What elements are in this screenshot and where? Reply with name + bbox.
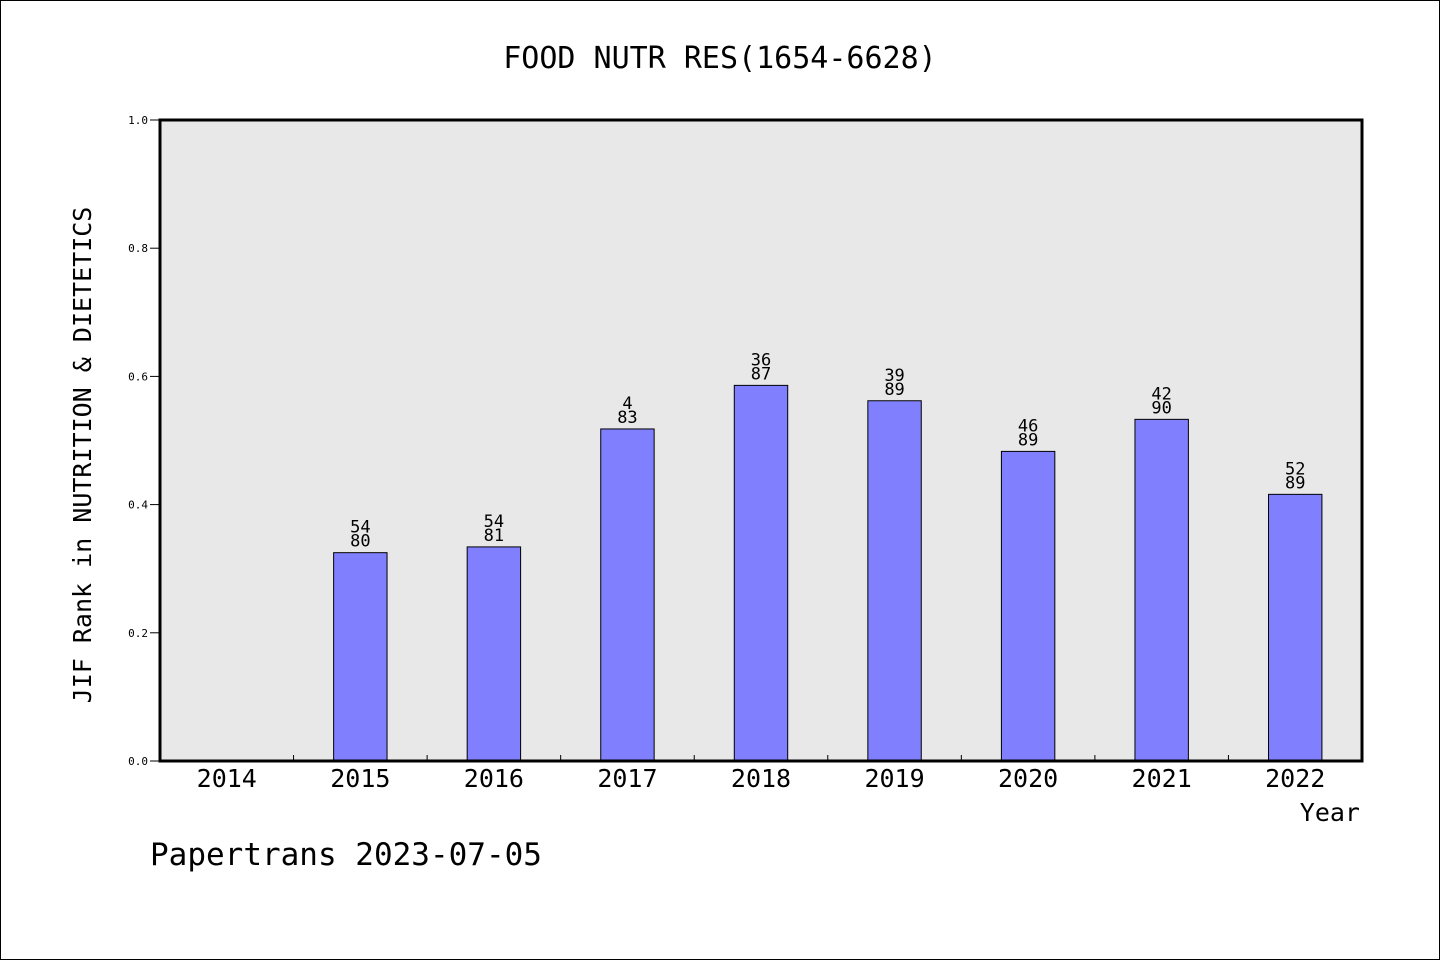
bar-label-rank-2016: 54 bbox=[484, 512, 504, 532]
x-axis-label: Year bbox=[1300, 798, 1360, 827]
bar-label-total-2016: 81 bbox=[484, 526, 504, 546]
bar-label-total-2015: 80 bbox=[350, 532, 370, 552]
bar-label-total-2019: 89 bbox=[884, 380, 904, 400]
bar-label-total-2017: 83 bbox=[617, 408, 637, 428]
bar-label-total-2018: 87 bbox=[751, 364, 771, 384]
plot-border bbox=[158, 118, 1364, 763]
y-tick-label-2: 0.4 bbox=[128, 499, 148, 512]
bar-2021 bbox=[1134, 418, 1189, 762]
bar-label-rank-2019: 39 bbox=[884, 366, 904, 386]
bar-label-total-2021: 90 bbox=[1151, 398, 1171, 418]
x-tick-label-2021: 2021 bbox=[1132, 764, 1192, 793]
x-tick-label-2022: 2022 bbox=[1265, 764, 1325, 793]
bar-2022 bbox=[1268, 493, 1323, 762]
footer-watermark: Papertrans 2023-07-05 bbox=[150, 837, 542, 873]
x-tick-label-2017: 2017 bbox=[597, 764, 657, 793]
bar-label-rank-2017: 4 bbox=[622, 394, 632, 414]
bar-2015 bbox=[333, 552, 388, 762]
y-tick-label-5: 1.0 bbox=[128, 114, 148, 127]
x-tick-label-2015: 2015 bbox=[330, 764, 390, 793]
x-tick-label-2016: 2016 bbox=[464, 764, 524, 793]
bars-group bbox=[333, 384, 1323, 762]
bar-label-rank-2020: 46 bbox=[1018, 416, 1038, 436]
bar-label-total-2022: 89 bbox=[1285, 473, 1305, 493]
y-tick-label-3: 0.6 bbox=[128, 370, 148, 383]
y-axis-label: JIF Rank in NUTRITION & DIETETICS bbox=[68, 207, 97, 704]
x-tick-label-2019: 2019 bbox=[864, 764, 924, 793]
bar-label-rank-2022: 52 bbox=[1285, 459, 1305, 479]
bar-2017 bbox=[600, 428, 655, 762]
bar-2018 bbox=[733, 384, 789, 762]
y-tick-label-0: 0.0 bbox=[128, 755, 148, 768]
bar-2020 bbox=[1000, 450, 1056, 762]
y-tick-label-4: 0.8 bbox=[128, 242, 148, 255]
x-tick-label-2014: 2014 bbox=[197, 764, 257, 793]
x-tick-label-2020: 2020 bbox=[998, 764, 1058, 793]
y-axis: 0.0 0.2 0.4 0.6 0.8 1.0 bbox=[128, 114, 160, 768]
bar-2016 bbox=[466, 546, 522, 762]
x-axis: 2014 2015 2016 2017 2018 2019 2020 2021 2022 bbox=[197, 755, 1325, 793]
bar-label-rank-2018: 36 bbox=[751, 350, 771, 370]
y-tick-label-1: 0.2 bbox=[128, 627, 148, 640]
bar-label-total-2020: 89 bbox=[1018, 430, 1038, 450]
bar-label-rank-2015: 54 bbox=[350, 518, 370, 538]
bar-label-rank-2021: 42 bbox=[1151, 384, 1171, 404]
x-tick-label-2018: 2018 bbox=[731, 764, 791, 793]
bar-2019 bbox=[867, 400, 922, 762]
chart-title: FOOD NUTR RES(1654-6628) bbox=[503, 41, 936, 76]
